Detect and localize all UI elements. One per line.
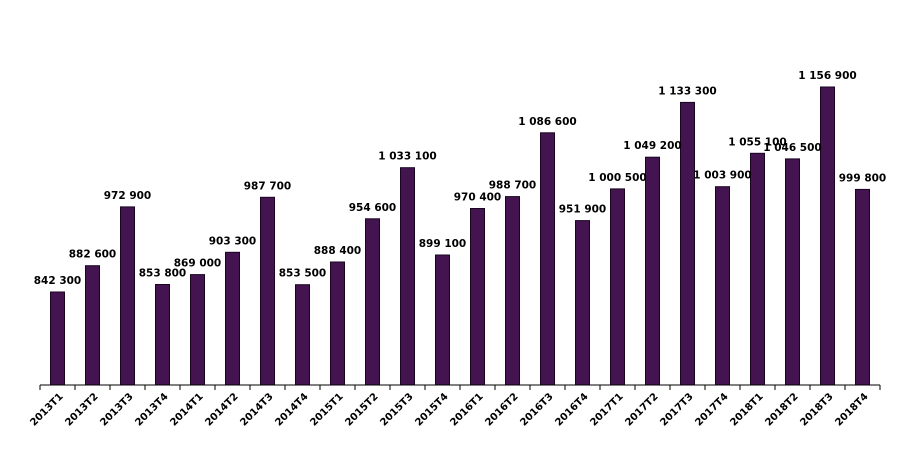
data-label-2018T1: 1 055 100 — [728, 136, 786, 148]
x-tick-label-2015T3: 2015T3 — [378, 391, 415, 428]
x-tick-label-2013T3: 2013T3 — [98, 391, 135, 428]
x-tick-label-2018T1: 2018T1 — [728, 391, 765, 428]
x-tick-label-2016T2: 2016T2 — [483, 391, 520, 428]
data-label-2016T1: 970 400 — [454, 192, 502, 204]
x-tick-label-2017T3: 2017T3 — [658, 391, 695, 428]
bar-2014T1 — [190, 274, 205, 386]
bar-2018T3 — [820, 86, 835, 386]
data-label-2017T1: 1 000 500 — [588, 172, 646, 184]
data-label-2018T4: 999 800 — [839, 172, 887, 184]
x-tick-label-2017T2: 2017T2 — [623, 391, 660, 428]
data-label-2015T3: 1 033 100 — [378, 151, 436, 163]
x-ticks-group — [39, 385, 881, 390]
bar-2018T1 — [750, 152, 765, 386]
x-tick-label-2014T1: 2014T1 — [168, 391, 205, 428]
x-tick-label-2013T1: 2013T1 — [28, 391, 65, 428]
bar-2017T1 — [610, 188, 625, 386]
x-tick-label-2013T2: 2013T2 — [63, 391, 100, 428]
x-tick-label-2017T4: 2017T4 — [693, 391, 730, 428]
bar-2013T1 — [50, 291, 65, 386]
data-label-2014T1: 869 000 — [174, 258, 222, 270]
bar-2017T2 — [645, 156, 660, 386]
bar-2015T2 — [365, 218, 380, 386]
data-label-2013T4: 853 800 — [139, 268, 187, 280]
bar-2014T4 — [295, 284, 310, 386]
data-label-2015T2: 954 600 — [349, 202, 397, 214]
bar-2013T3 — [120, 206, 135, 386]
x-tick-label-2014T4: 2014T4 — [273, 391, 310, 428]
data-label-2018T2: 1 046 500 — [763, 142, 821, 154]
bar-2014T2 — [225, 251, 240, 386]
data-label-2016T4: 951 900 — [559, 204, 607, 216]
bar-2013T4 — [155, 284, 170, 386]
x-tick-labels-group: 2013T12013T22013T32013T42014T12014T22014… — [28, 391, 870, 428]
bar-2017T3 — [680, 101, 695, 386]
x-tick-label-2018T4: 2018T4 — [833, 391, 870, 428]
bar-2015T1 — [330, 261, 345, 386]
x-tick-label-2016T1: 2016T1 — [448, 391, 485, 428]
data-label-2017T2: 1 049 200 — [623, 140, 681, 152]
bar-2016T3 — [540, 132, 555, 386]
x-tick-label-2017T1: 2017T1 — [588, 391, 625, 428]
data-label-2014T4: 853 500 — [279, 268, 327, 280]
x-tick-label-2015T1: 2015T1 — [308, 391, 345, 428]
data-label-2016T3: 1 086 600 — [518, 116, 576, 128]
data-label-2013T1: 842 300 — [34, 275, 82, 287]
bar-2016T1 — [470, 208, 485, 386]
data-label-2018T3: 1 156 900 — [798, 70, 856, 82]
x-tick-label-2018T3: 2018T3 — [798, 391, 835, 428]
bar-2013T2 — [85, 265, 100, 386]
bar-2015T3 — [400, 167, 415, 386]
bar-2016T4 — [575, 220, 590, 386]
x-tick-label-2013T4: 2013T4 — [133, 391, 170, 428]
data-label-2013T3: 972 900 — [104, 190, 152, 202]
bar-2018T2 — [785, 158, 800, 386]
bar-2015T4 — [435, 254, 450, 386]
bar-2017T4 — [715, 186, 730, 386]
x-tick-label-2016T3: 2016T3 — [518, 391, 555, 428]
x-tick-label-2016T4: 2016T4 — [553, 391, 590, 428]
data-label-2016T2: 988 700 — [489, 180, 537, 192]
bar-2014T3 — [260, 196, 275, 386]
data-label-2017T3: 1 133 300 — [658, 85, 716, 97]
data-label-2014T3: 987 700 — [244, 180, 292, 192]
x-tick-label-2014T3: 2014T3 — [238, 391, 275, 428]
bar-2018T4 — [855, 188, 870, 386]
x-tick-label-2018T2: 2018T2 — [763, 391, 800, 428]
x-tick-label-2015T2: 2015T2 — [343, 391, 380, 428]
data-label-2013T2: 882 600 — [69, 249, 117, 261]
data-label-2017T4: 1 003 900 — [693, 170, 751, 182]
bars-group — [50, 86, 870, 386]
x-tick-label-2015T4: 2015T4 — [413, 391, 450, 428]
data-label-2014T2: 903 300 — [209, 235, 257, 247]
x-tick-label-2014T2: 2014T2 — [203, 391, 240, 428]
bar-2016T2 — [505, 196, 520, 386]
data-label-2015T4: 899 100 — [419, 238, 467, 250]
data-label-2015T1: 888 400 — [314, 245, 362, 257]
